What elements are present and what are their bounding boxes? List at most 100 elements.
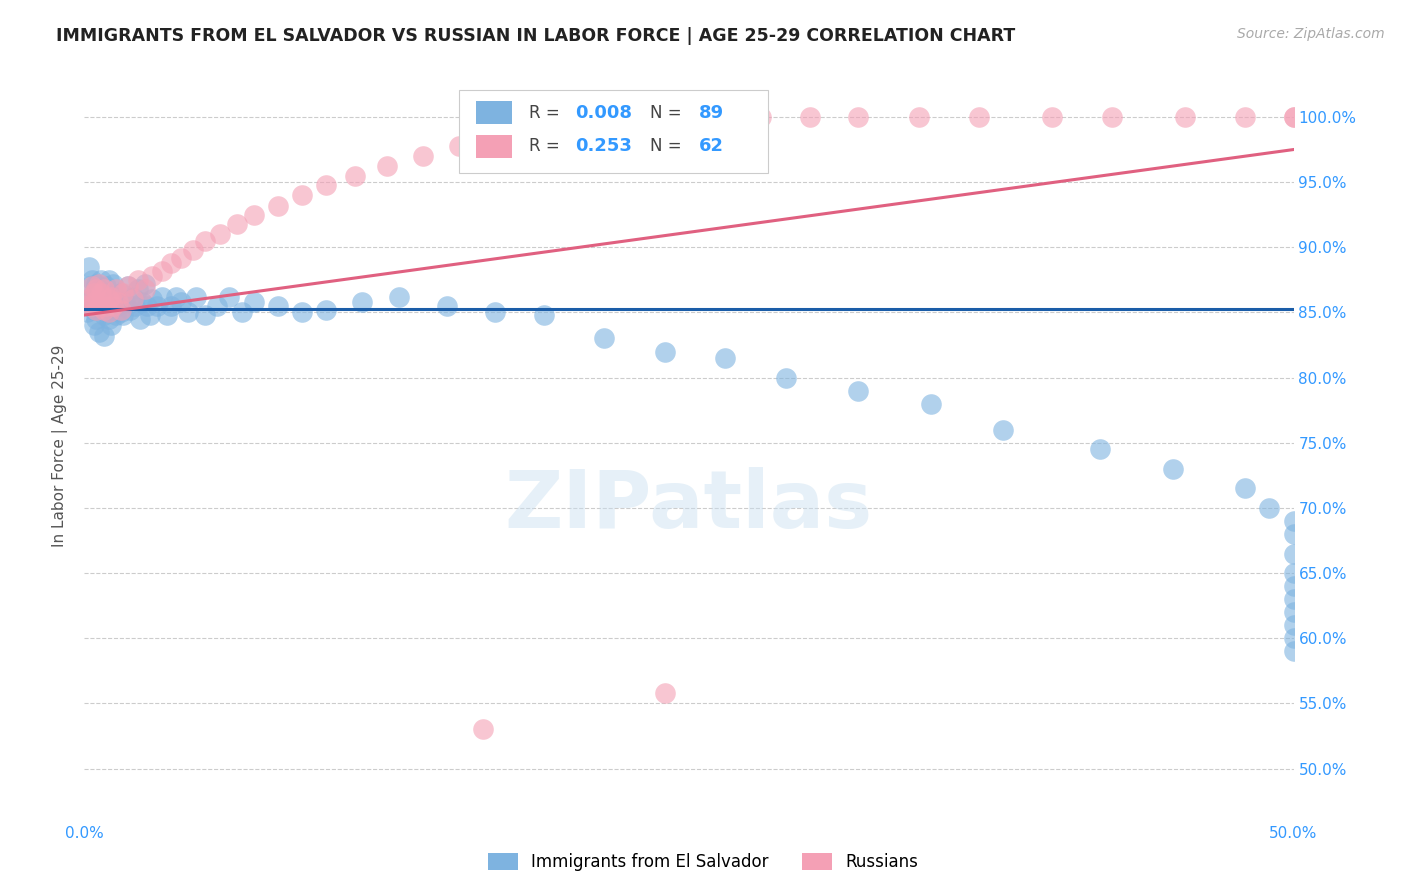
Point: [170, 251, 193, 265]
FancyBboxPatch shape: [477, 102, 512, 124]
Point: [87, 277, 110, 291]
Point: [97, 312, 120, 326]
Point: [593, 331, 616, 345]
Point: [775, 370, 797, 384]
Point: [107, 299, 129, 313]
Point: [121, 290, 143, 304]
Point: [375, 160, 398, 174]
Point: [1282, 527, 1305, 541]
Point: [93, 282, 115, 296]
Text: R =: R =: [529, 137, 565, 155]
Point: [160, 256, 183, 270]
Point: [110, 305, 132, 319]
Point: [344, 169, 367, 183]
Point: [90, 285, 112, 300]
Point: [83, 295, 105, 310]
Point: [87, 299, 110, 313]
Point: [1282, 605, 1305, 619]
Point: [155, 308, 177, 322]
Point: [112, 285, 135, 300]
Point: [86, 302, 108, 317]
Point: [83, 285, 105, 300]
Point: [80, 299, 103, 313]
Point: [184, 290, 207, 304]
Text: IMMIGRANTS FROM EL SALVADOR VS RUSSIAN IN LABOR FORCE | AGE 25-29 CORRELATION CH: IMMIGRANTS FROM EL SALVADOR VS RUSSIAN I…: [56, 27, 1015, 45]
Point: [170, 295, 193, 310]
Point: [907, 110, 929, 124]
FancyBboxPatch shape: [460, 90, 768, 172]
Point: [702, 110, 724, 124]
FancyBboxPatch shape: [477, 135, 512, 158]
Point: [86, 312, 108, 326]
Point: [1234, 481, 1257, 495]
Point: [1282, 592, 1305, 607]
Point: [97, 293, 120, 307]
Text: 0.008: 0.008: [575, 103, 633, 121]
Point: [77, 293, 100, 307]
Point: [242, 295, 264, 310]
Point: [103, 299, 125, 313]
Point: [93, 329, 115, 343]
Point: [207, 299, 229, 313]
Text: N =: N =: [650, 137, 688, 155]
Point: [103, 277, 125, 291]
Point: [87, 299, 110, 313]
Point: [1282, 644, 1305, 658]
Point: [181, 243, 204, 257]
Point: [557, 116, 579, 130]
Point: [104, 290, 127, 304]
Point: [86, 277, 108, 291]
Point: [94, 299, 117, 313]
Point: [103, 295, 125, 310]
Point: [449, 138, 471, 153]
Point: [533, 308, 555, 322]
Point: [231, 305, 253, 319]
Point: [315, 302, 337, 317]
Point: [80, 293, 103, 307]
Point: [76, 297, 98, 311]
Point: [150, 290, 173, 304]
Point: [83, 302, 105, 317]
Point: [114, 295, 136, 310]
Point: [242, 208, 264, 222]
Point: [1282, 110, 1305, 124]
Point: [77, 279, 100, 293]
Point: [80, 273, 103, 287]
Point: [352, 295, 374, 310]
Point: [76, 305, 98, 319]
Point: [80, 279, 103, 293]
Point: [136, 299, 159, 313]
Point: [846, 384, 869, 398]
Point: [177, 305, 200, 319]
Point: [86, 282, 108, 296]
Point: [291, 305, 314, 319]
Point: [90, 295, 112, 310]
Point: [165, 290, 187, 304]
Y-axis label: In Labor Force | Age 25-29: In Labor Force | Age 25-29: [52, 345, 69, 547]
Point: [1282, 579, 1305, 593]
Point: [1040, 110, 1063, 124]
Point: [110, 302, 132, 317]
Point: [1101, 110, 1123, 124]
Point: [472, 723, 495, 737]
Point: [127, 273, 149, 287]
Point: [1234, 110, 1257, 124]
Point: [83, 285, 105, 300]
Point: [1282, 110, 1305, 124]
Point: [654, 110, 676, 124]
Point: [1282, 631, 1305, 645]
Point: [267, 299, 290, 313]
Point: [134, 282, 156, 296]
Point: [714, 351, 737, 365]
Point: [100, 302, 122, 317]
Point: [218, 290, 240, 304]
Point: [129, 312, 152, 326]
Text: R =: R =: [529, 103, 565, 121]
Point: [412, 149, 434, 163]
Point: [87, 282, 110, 296]
Text: ZIPatlas: ZIPatlas: [505, 467, 873, 545]
Point: [124, 299, 146, 313]
Point: [93, 290, 115, 304]
Point: [93, 302, 115, 317]
Point: [846, 110, 869, 124]
